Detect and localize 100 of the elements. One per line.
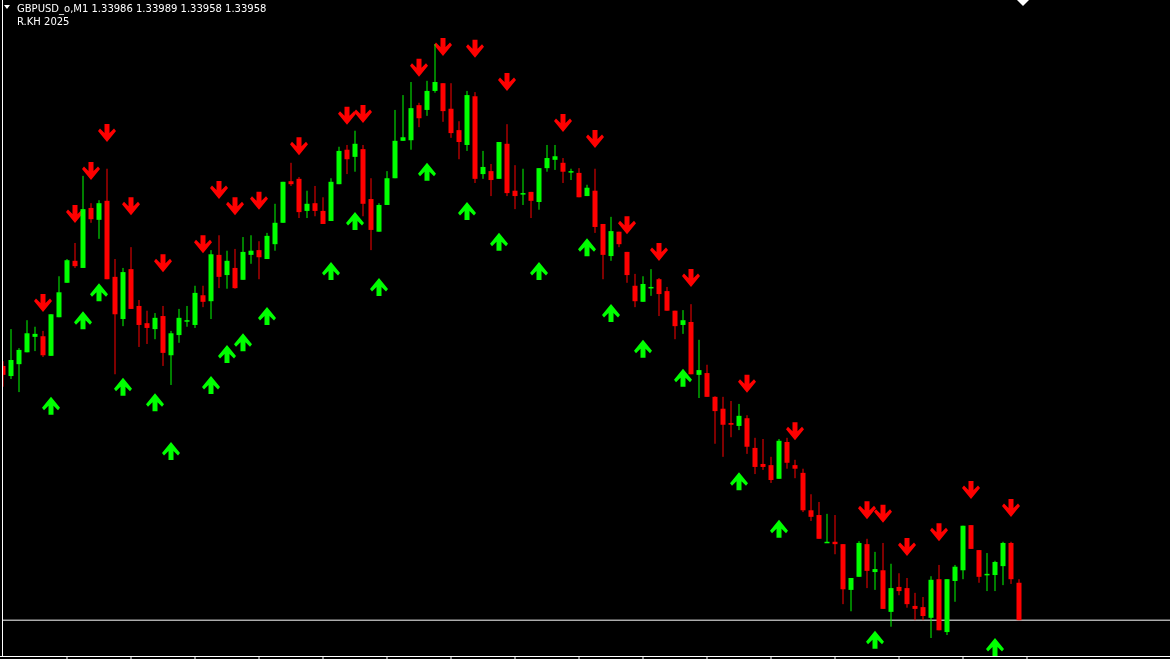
- chart-subtitle: R.KH 2025: [17, 16, 70, 27]
- candlestick: [720, 396, 726, 458]
- point: [1002, 498, 1020, 517]
- candlestick: [728, 400, 734, 438]
- candlestick: [664, 286, 670, 312]
- point: [226, 197, 244, 216]
- candlestick: [136, 299, 142, 348]
- candlestick: [248, 234, 254, 265]
- point: [770, 519, 788, 538]
- candlestick: [768, 456, 774, 484]
- point: [154, 254, 172, 273]
- candlestick: [912, 592, 918, 621]
- point: [250, 191, 268, 210]
- candlestick: [32, 326, 38, 352]
- point: [530, 261, 548, 280]
- candlestick: [640, 275, 646, 303]
- candlestick: [760, 438, 766, 471]
- candlestick: [816, 501, 822, 540]
- candlestick: [896, 572, 902, 596]
- candlestick: [288, 162, 294, 187]
- point: [258, 307, 276, 326]
- point: [634, 339, 652, 358]
- candlestick: [632, 273, 638, 308]
- point: [578, 238, 596, 257]
- point: [730, 472, 748, 491]
- candlestick: [200, 285, 206, 308]
- candlestick: [224, 250, 230, 290]
- candlestick: [216, 234, 222, 289]
- candlestick: [64, 258, 70, 284]
- point: [194, 235, 212, 254]
- candlestick: [704, 364, 710, 398]
- candlestick: [456, 120, 462, 160]
- point: [34, 293, 52, 312]
- point: [874, 504, 892, 523]
- point: [290, 137, 308, 156]
- point: [82, 162, 100, 181]
- candlestick: [304, 190, 310, 219]
- point: [866, 630, 884, 649]
- candlestick: [352, 130, 358, 173]
- candlestick: [656, 277, 662, 317]
- candlestick: [512, 164, 518, 210]
- point: [202, 375, 220, 394]
- candlestick: [672, 310, 678, 340]
- candlestick: [40, 330, 46, 358]
- point: [458, 201, 476, 220]
- candlestick: [424, 80, 430, 117]
- candlestick: [176, 308, 182, 344]
- candlestick: [888, 563, 894, 628]
- candlestick: [400, 94, 406, 142]
- point: [786, 422, 804, 441]
- candlestick: [320, 196, 326, 225]
- candlestick: [808, 493, 814, 522]
- candlestick: [624, 251, 630, 284]
- candlestick: [560, 157, 566, 184]
- point: [466, 39, 484, 58]
- point: [858, 501, 876, 520]
- candlestick: [72, 242, 78, 269]
- candlestick: [552, 144, 558, 171]
- point: [146, 393, 164, 412]
- candlestick: [152, 312, 158, 340]
- candlestick: [520, 168, 526, 206]
- point: [98, 124, 116, 143]
- candlestick: [680, 309, 686, 335]
- candlestick: [736, 403, 742, 431]
- point: [354, 105, 372, 124]
- candlestick: [264, 232, 270, 260]
- candlestick: [992, 560, 998, 592]
- candlestick: [96, 199, 102, 240]
- candlestick: [904, 577, 910, 609]
- point: [650, 242, 668, 261]
- candlestick: [432, 43, 438, 94]
- point: [234, 333, 252, 352]
- candlestick: [752, 437, 758, 475]
- point: [162, 441, 180, 460]
- candlestick: [968, 524, 974, 550]
- candlestick: [712, 395, 718, 445]
- candlestick: [920, 596, 926, 621]
- point: [618, 216, 636, 235]
- candlestick: [872, 551, 878, 591]
- candlestick: [792, 459, 798, 479]
- point: [322, 261, 340, 280]
- candlestick: [16, 347, 22, 393]
- point: [114, 377, 132, 396]
- candlestick: [144, 310, 150, 345]
- candlestick: [8, 328, 14, 380]
- point: [682, 269, 700, 288]
- point: [210, 181, 228, 200]
- point: [602, 304, 620, 323]
- candlestick: [168, 330, 174, 386]
- candlestick: [88, 202, 94, 224]
- candlestick: [184, 305, 190, 328]
- point: [586, 130, 604, 149]
- point: [338, 106, 356, 125]
- candlestick: [256, 240, 262, 280]
- point: [490, 232, 508, 251]
- candlestick: [272, 203, 278, 252]
- point: [122, 197, 140, 216]
- point: [90, 283, 108, 302]
- point: [42, 396, 60, 415]
- point: [986, 637, 1004, 656]
